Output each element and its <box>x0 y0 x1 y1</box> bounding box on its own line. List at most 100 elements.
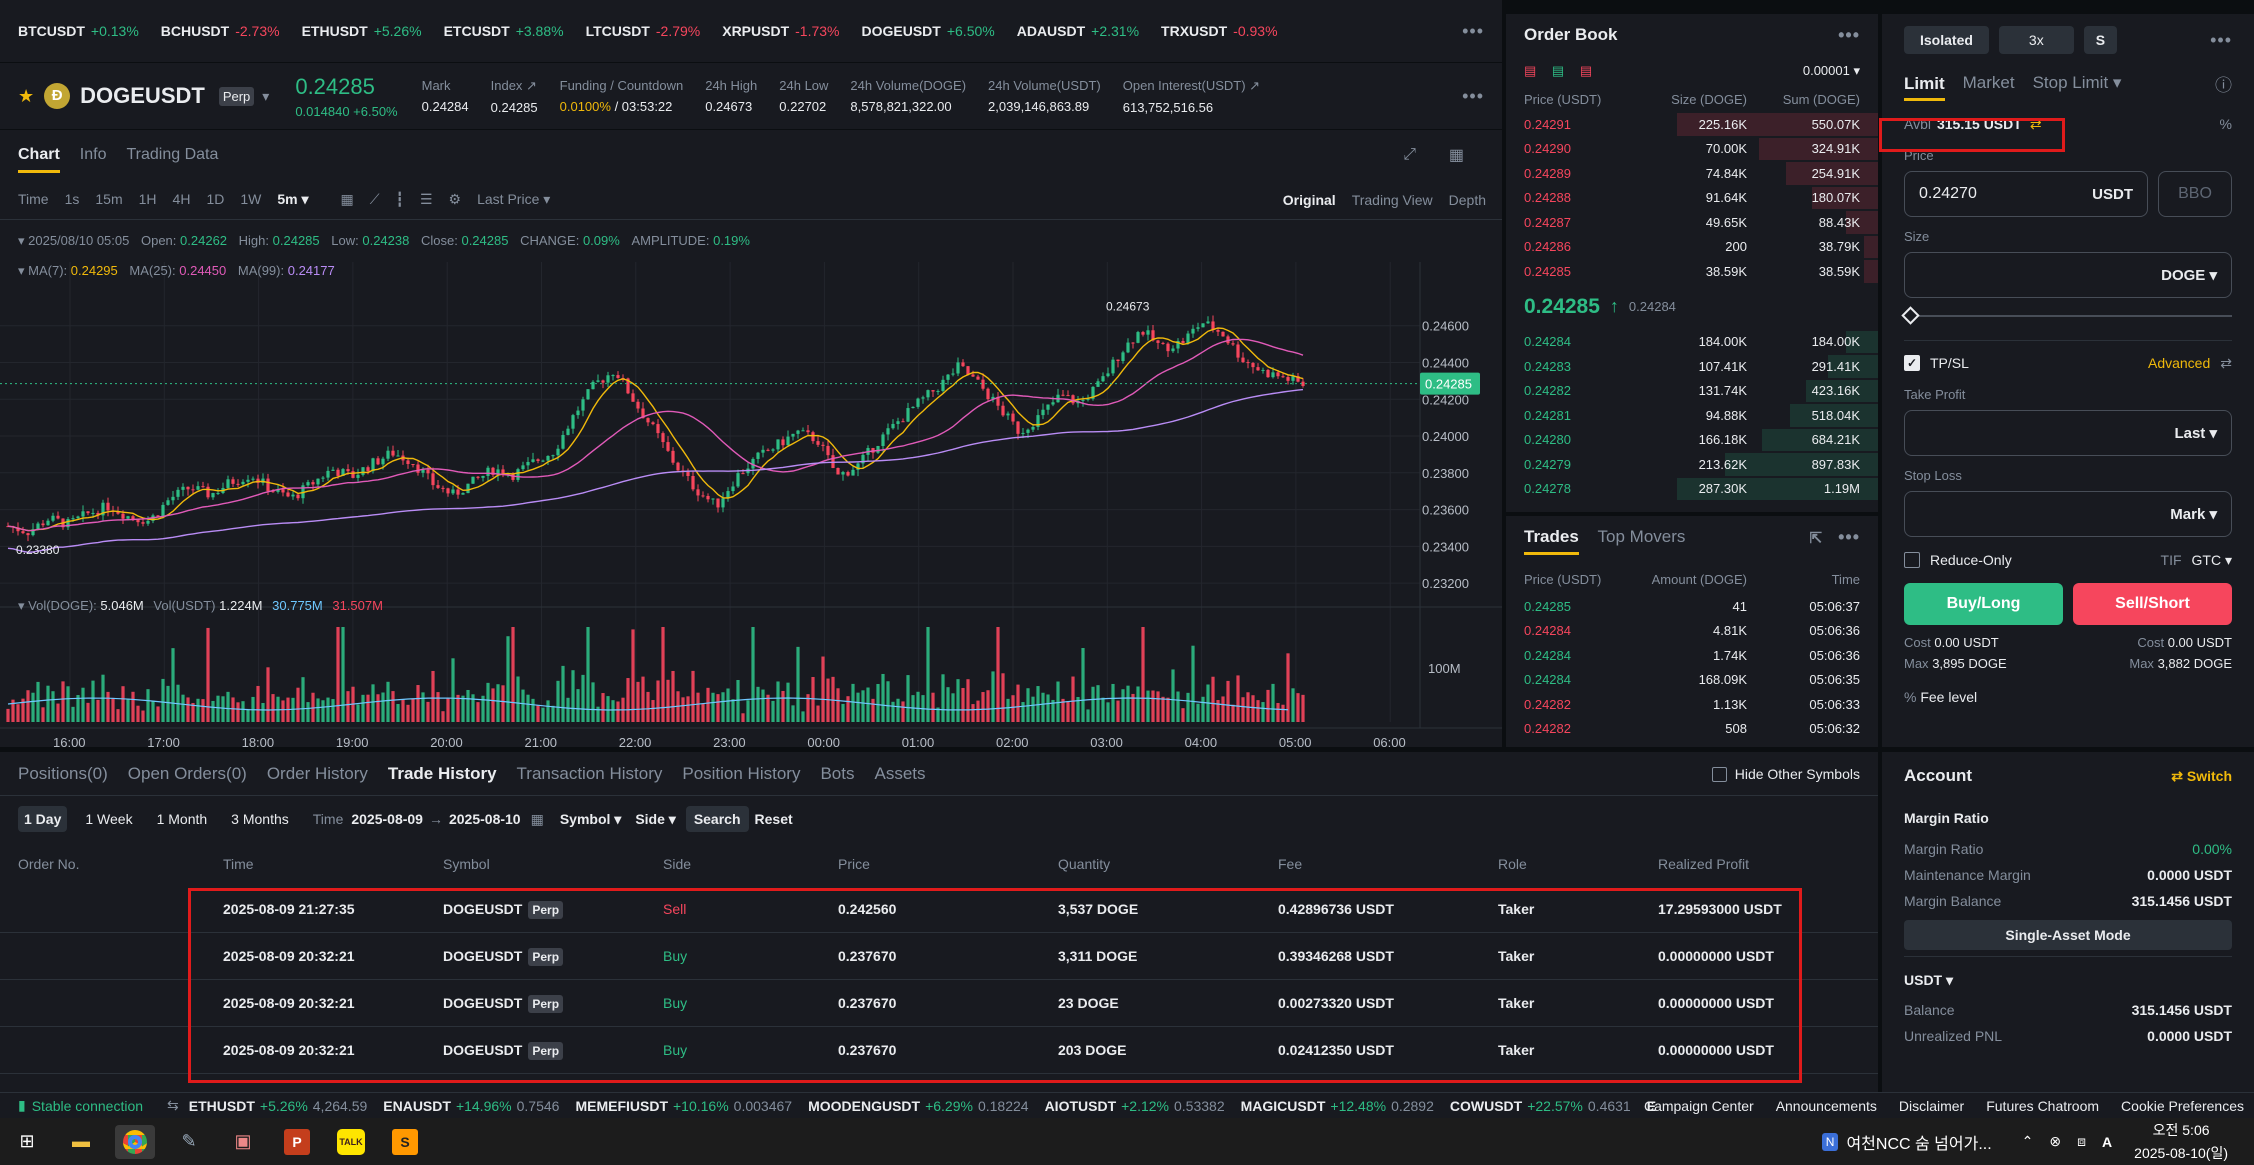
hide-other-checkbox[interactable] <box>1711 766 1727 782</box>
order-book-row[interactable]: 0.24279 213.62K 897.83K <box>1506 452 1878 477</box>
favorite-star-icon[interactable]: ★ <box>18 85 35 106</box>
view-depth[interactable]: Depth <box>1448 191 1486 208</box>
indicator-icon[interactable]: ⟋ <box>369 191 380 207</box>
order-book-row[interactable]: 0.24287 49.65K 88.43K <box>1506 210 1878 235</box>
header-more-icon[interactable]: ••• <box>1462 85 1484 106</box>
ticker-more-icon[interactable]: ••• <box>1462 20 1484 41</box>
tif-select[interactable]: GTC ▾ <box>2191 551 2232 568</box>
symbol-dropdown-icon[interactable]: ▾ <box>262 87 270 104</box>
app-icon-1[interactable]: ✎ <box>181 1131 197 1151</box>
tab-trading-data[interactable]: Trading Data <box>126 146 219 163</box>
tp-trigger-select[interactable]: Last ▾ <box>2174 425 2217 442</box>
history-tab-0[interactable]: Positions(0) <box>18 763 108 783</box>
view-trading-view[interactable]: Trading View <box>1351 191 1433 208</box>
range-button-2[interactable]: 1 Month <box>156 811 208 827</box>
tab-info[interactable]: Info <box>79 146 107 163</box>
tray-chevron-icon[interactable]: ⌃ <box>2021 1133 2034 1149</box>
tab-limit[interactable]: Limit <box>1904 74 1945 101</box>
reset-button[interactable]: Reset <box>754 811 793 827</box>
calculator-icon[interactable]: % <box>2219 116 2232 132</box>
footer-link-3[interactable]: Futures Chatroom <box>1986 1097 2100 1114</box>
form-more-icon[interactable]: ••• <box>2210 29 2232 50</box>
size-unit-select[interactable]: DOGE ▾ <box>2161 267 2217 284</box>
stop-loss-input[interactable]: Mark ▾ <box>1904 491 2232 537</box>
history-tab-5[interactable]: Position History <box>682 763 801 783</box>
advanced-link[interactable]: Advanced <box>2147 355 2211 371</box>
order-book-more-icon[interactable]: ••• <box>1838 24 1860 45</box>
ime-icon[interactable]: A <box>2102 1133 2113 1150</box>
calendar-icon[interactable]: ▦ <box>340 191 354 207</box>
order-book-row[interactable]: 0.24288 91.64K 180.07K <box>1506 186 1878 211</box>
history-tab-2[interactable]: Order History <box>266 763 368 783</box>
interval-5[interactable]: 1D <box>206 191 225 207</box>
size-input[interactable]: DOGE ▾ <box>1904 252 2232 298</box>
tray-icon-1[interactable]: ⊗ <box>2049 1133 2062 1149</box>
news-icon[interactable]: N <box>1821 1132 1839 1151</box>
candle-type-icon[interactable]: ┇ <box>395 191 404 207</box>
slider-handle[interactable] <box>1901 306 1920 325</box>
order-book-row[interactable]: 0.24280 166.18K 684.21K <box>1506 428 1878 453</box>
status-ticker-item[interactable]: ETHUSDT +5.26% 4,264.59 <box>189 1098 368 1114</box>
interval-7[interactable]: 5m ▾ <box>277 191 309 207</box>
tray-icon-2[interactable]: ⧈ <box>2077 1133 2087 1149</box>
range-button-1[interactable]: 1 Week <box>85 811 133 827</box>
footer-link-2[interactable]: Disclaimer <box>1898 1097 1965 1114</box>
order-book-row[interactable]: 0.24283 107.41K 291.41K <box>1506 354 1878 379</box>
asset-mode-button[interactable]: S <box>2083 26 2118 54</box>
settings-gear-icon[interactable]: ⚙ <box>448 191 462 207</box>
file-explorer-icon[interactable]: ▬ <box>72 1131 90 1151</box>
range-button-0[interactable]: 1 Day <box>18 806 68 832</box>
interval-0[interactable]: Time <box>18 191 49 207</box>
asset-select[interactable]: USDT ▾ <box>1904 972 1954 988</box>
status-ticker-item[interactable]: MOODENGUSDT +6.29% 0.18224 <box>808 1098 1028 1114</box>
template-icon[interactable]: ☰ <box>419 191 433 207</box>
stat-label[interactable]: Open Interest(USDT) ↗ <box>1122 77 1261 93</box>
sublime-icon[interactable]: S <box>385 1125 425 1159</box>
footer-link-4[interactable]: Cookie Preferences <box>2121 1097 2244 1114</box>
order-book-row[interactable]: 0.24284 184.00K 184.00K <box>1506 330 1878 355</box>
take-profit-input[interactable]: Last ▾ <box>1904 410 2232 456</box>
status-ticker-item[interactable]: COWUSDT +22.57% 0.4631 <box>1450 1098 1631 1114</box>
price-input[interactable]: 0.24270 USDT <box>1904 171 2148 217</box>
tab-top-movers[interactable]: Top Movers <box>1597 527 1686 546</box>
stat-label[interactable]: Index ↗ <box>490 77 537 93</box>
history-tab-4[interactable]: Transaction History <box>516 763 663 783</box>
order-book-row[interactable]: 0.24286 200 38.79K <box>1506 235 1878 260</box>
history-tab-7[interactable]: Assets <box>874 763 926 783</box>
leverage-button[interactable]: 3x <box>1998 26 2074 54</box>
layout-icon[interactable]: ▦ <box>1448 147 1464 164</box>
history-tab-3[interactable]: Trade History <box>387 763 497 783</box>
windows-start-icon[interactable]: ⊞ <box>19 1131 35 1151</box>
book-asks-icon[interactable]: ▤ <box>1579 63 1593 78</box>
ticker-item[interactable]: XRPUSDT -1.73% <box>722 23 839 39</box>
bbo-button[interactable]: BBO <box>2158 171 2232 217</box>
tab-market[interactable]: Market <box>1962 73 2015 92</box>
sell-short-button[interactable]: Sell/Short <box>2073 583 2232 625</box>
size-slider[interactable] <box>1901 298 2232 334</box>
fee-level-row[interactable]: % Fee level <box>1904 689 2232 705</box>
ticker-item[interactable]: LTCUSDT -2.79% <box>586 23 701 39</box>
book-both-icon[interactable]: ▤ <box>1524 63 1537 78</box>
sl-trigger-select[interactable]: Mark ▾ <box>2170 506 2217 523</box>
mid-price-row[interactable]: 0.24285 ↑ 0.24284 <box>1506 284 1878 330</box>
taskbar-clock[interactable]: 오전 5:06 2025-08-10(일) <box>2134 1120 2228 1163</box>
order-book-row[interactable]: 0.24291 225.16K 550.07K <box>1506 112 1878 137</box>
date-calendar-icon[interactable]: ▦ <box>530 810 544 827</box>
tab-chart[interactable]: Chart <box>18 146 60 173</box>
transfer-icon[interactable]: ⇄ <box>2029 115 2042 132</box>
interval-4[interactable]: 4H <box>172 191 191 207</box>
switch-link[interactable]: ⇄ Switch <box>2171 767 2232 784</box>
tab-trades[interactable]: Trades <box>1524 527 1579 555</box>
ticker-item[interactable]: BTCUSDT +0.13% <box>18 23 139 39</box>
single-asset-mode-button[interactable]: Single-Asset Mode <box>1904 920 2232 950</box>
footer-link-0[interactable]: Campaign Center <box>1643 1097 1754 1114</box>
ticker-item[interactable]: ADAUSDT +2.31% <box>1017 23 1139 39</box>
status-ticker-item[interactable]: MEMEFIUSDT +10.16% 0.003467 <box>575 1098 792 1114</box>
kakaotalk-icon[interactable]: TALK <box>331 1125 371 1159</box>
history-tab-1[interactable]: Open Orders(0) <box>127 763 247 783</box>
ticker-item[interactable]: TRXUSDT -0.93% <box>1161 23 1277 39</box>
symbol-filter[interactable]: Symbol ▾ <box>559 810 622 827</box>
status-ticker-item[interactable]: AIOTUSDT +2.12% 0.53382 <box>1045 1098 1225 1114</box>
interval-6[interactable]: 1W <box>240 191 262 207</box>
status-ticker-item[interactable]: ENAUSDT +14.96% 0.7546 <box>383 1098 559 1114</box>
